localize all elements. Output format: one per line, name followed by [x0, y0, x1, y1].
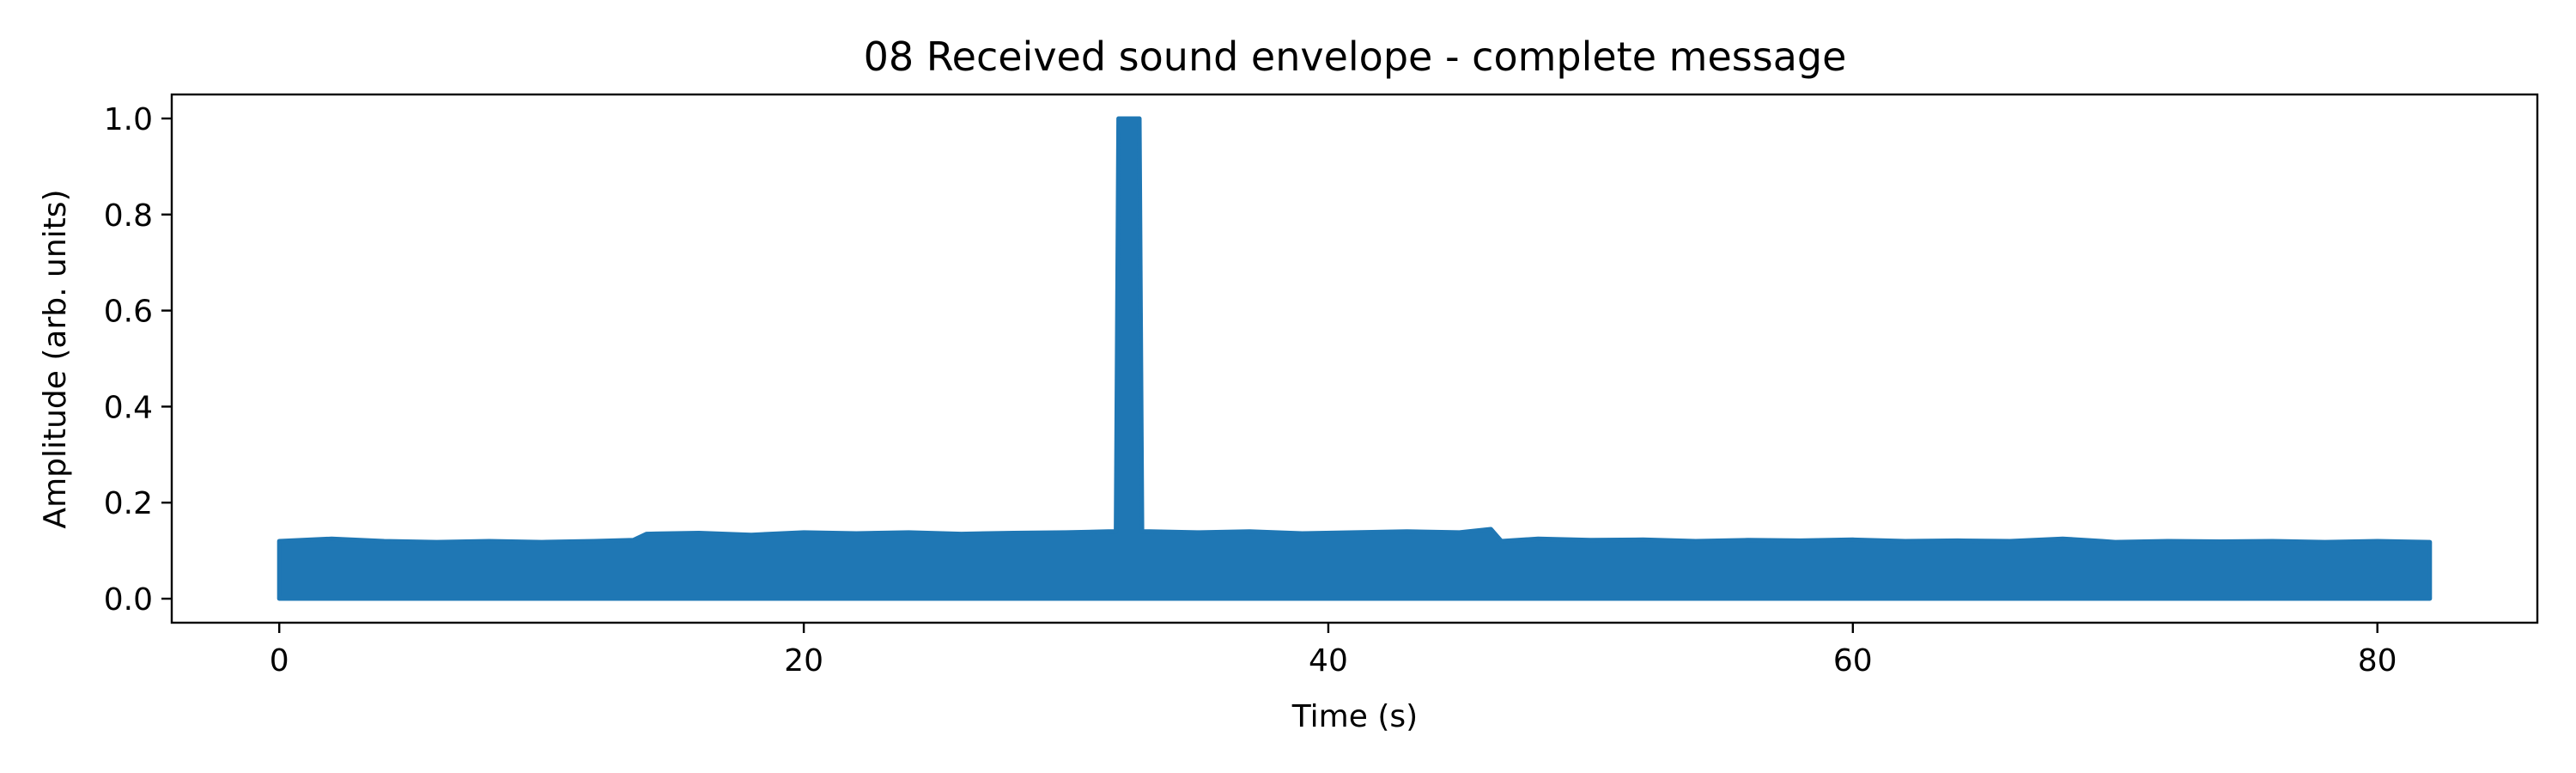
x-tick-label: 40: [1309, 643, 1348, 679]
x-tick-label: 80: [2358, 643, 2397, 679]
x-tick-label: 60: [1833, 643, 1873, 679]
y-tick-label: 0.8: [104, 198, 153, 234]
envelope-series-0: [276, 116, 2433, 601]
y-tick-label: 0.2: [104, 486, 153, 521]
chart-title: 08 Received sound envelope - complete me…: [864, 33, 1847, 80]
x-axis-label: Time (s): [1291, 699, 1418, 734]
y-tick-label: 0.4: [104, 390, 153, 425]
y-tick-label: 1.0: [104, 102, 153, 137]
x-axis: 0 20 40 60 80: [270, 623, 2397, 679]
y-tick-label: 0.6: [104, 295, 153, 330]
y-axis: 0.0 0.2 0.4 0.6 0.8 1.0: [104, 102, 172, 618]
plot-area: [276, 116, 2433, 601]
y-tick-label: 0.0: [104, 582, 153, 618]
x-tick-label: 0: [270, 643, 289, 679]
y-axis-label: Amplitude (arb. units): [38, 189, 73, 528]
axes-frame: [170, 93, 2539, 624]
x-tick-label: 20: [784, 643, 823, 679]
